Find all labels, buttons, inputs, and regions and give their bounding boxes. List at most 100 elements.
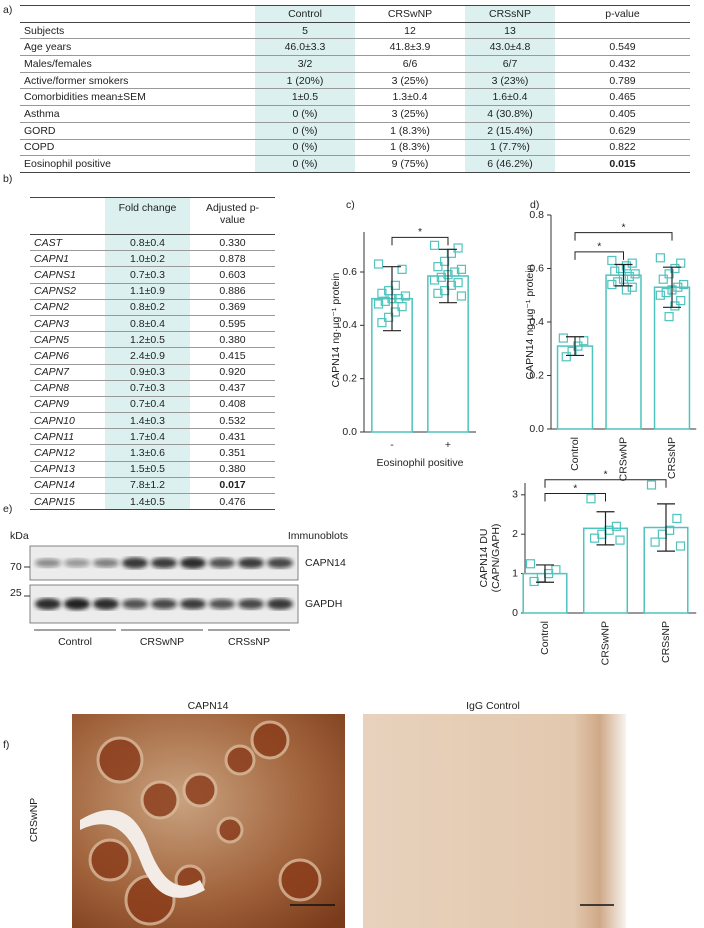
data-point xyxy=(440,256,450,266)
table-cell: 3/2 xyxy=(255,55,355,73)
data-point xyxy=(573,341,583,351)
table-row: Males/females 3/2 6/6 6/7 0.432 xyxy=(20,55,690,73)
table-cell: 3 (23%) xyxy=(465,72,555,90)
table-b: Fold change Adjusted p-value CAST 0.8±0.4 0.… xyxy=(30,197,275,511)
group-label: CRSwNP xyxy=(140,636,184,648)
table-cell: 0 (%) xyxy=(255,122,355,140)
error-bar xyxy=(596,511,615,546)
table-cell: CAPNS1 xyxy=(30,266,105,284)
error-bar xyxy=(614,263,633,287)
table-row: CAPN8 0.7±0.3 0.437 xyxy=(30,380,275,397)
table-row: CAPN7 0.9±0.3 0.920 xyxy=(30,364,275,381)
table-row: CAPN12 1.3±0.6 0.351 xyxy=(30,444,275,462)
table-cell: 7.8±1.2 xyxy=(105,477,190,495)
table-cell: CAPN1 xyxy=(30,250,105,268)
error-bar xyxy=(536,564,554,583)
blot-band xyxy=(122,598,148,610)
data-point xyxy=(377,318,387,328)
table-cell: 5 xyxy=(255,22,355,40)
table-cell: 0.476 xyxy=(190,493,275,511)
data-point xyxy=(664,269,674,279)
header-cell: CRSsNP xyxy=(465,5,555,23)
panel-label: d) xyxy=(530,199,539,211)
table-cell: 1.3±0.6 xyxy=(105,444,190,462)
table-cell: 1 (8.3%) xyxy=(355,139,465,157)
table-row: Comorbidities mean±SEM 1±0.5 1.3±0.4 1.6±0.… xyxy=(20,88,690,107)
data-point xyxy=(456,264,467,274)
table-row: Eosinophil positive 0 (%) 9 (75%) 6 (46.2%)… xyxy=(20,155,690,173)
table-cell: Age years xyxy=(20,38,255,57)
data-point xyxy=(670,301,680,311)
data-point xyxy=(400,291,411,301)
y-tick-label: 3 xyxy=(512,489,518,501)
table-cell: 41.8±3.9 xyxy=(355,38,465,57)
table-cell: 0.405 xyxy=(555,105,690,123)
data-point xyxy=(390,307,400,317)
x-tick-label: + xyxy=(445,439,451,451)
header-row: Control CRSwNP CRSsNP p-value xyxy=(20,5,690,23)
data-point xyxy=(436,272,446,282)
panel-label: a) xyxy=(3,4,12,16)
data-point xyxy=(433,288,443,298)
blot-band xyxy=(64,558,90,568)
header-cell: CRSwNP xyxy=(355,5,465,23)
x-tick-label: - xyxy=(390,439,394,451)
error-bar xyxy=(439,248,457,304)
y-axis-title: CAPN14 DU xyxy=(478,529,490,588)
data-point xyxy=(658,274,668,284)
table-cell: 9 (75%) xyxy=(355,155,465,173)
table-cell: 2 (15.4%) xyxy=(465,122,555,140)
x-tick-label: CRSwNP xyxy=(617,437,629,481)
table-cell: CAPN12 xyxy=(30,444,105,462)
table-cell: 1 (20%) xyxy=(255,72,355,90)
data-point xyxy=(670,263,680,274)
table-cell: 0.330 xyxy=(190,234,275,252)
tissue-gland xyxy=(224,744,256,776)
data-point xyxy=(579,336,589,346)
significance-label: * xyxy=(621,221,625,233)
y-tick-label: 0.8 xyxy=(529,209,544,221)
data-point xyxy=(558,333,568,343)
table-cell: 0.380 xyxy=(190,331,275,349)
data-point xyxy=(607,279,617,290)
header-cell: Control xyxy=(255,5,355,23)
blot-band xyxy=(122,557,148,569)
y-axis-title: CAPN14 ng·µg⁻¹ protein xyxy=(524,264,536,379)
table-row: CAPN1 1.0±0.2 0.878 xyxy=(30,250,275,268)
table-cell: 6 (46.2%) xyxy=(465,155,555,173)
table-a: Control CRSwNP CRSsNP p-value Subjects 5 12 13 A… xyxy=(20,5,690,173)
data-point xyxy=(456,291,467,301)
table-cell: 1 (7.7%) xyxy=(465,139,555,157)
data-point xyxy=(390,280,400,290)
tissue-gap xyxy=(80,810,205,898)
blot-band xyxy=(267,557,293,569)
blot-band xyxy=(151,598,177,610)
table-cell: 0.549 xyxy=(555,38,690,57)
table-cell: 2.4±0.9 xyxy=(105,347,190,365)
table-row: CAPN11 1.7±0.4 0.431 xyxy=(30,428,275,446)
table-cell: 0.465 xyxy=(555,88,690,107)
data-point xyxy=(630,269,640,279)
blot-band xyxy=(209,557,235,569)
x-tick-label: Control xyxy=(569,437,581,471)
table-row: Active/former smokers 1 (20%) 3 (25%) 3 (23… xyxy=(20,72,690,90)
table-cell: CAPN2 xyxy=(30,299,105,316)
blot-band xyxy=(180,557,206,569)
data-point xyxy=(384,312,394,322)
table-cell: 0.920 xyxy=(190,364,275,381)
header-cell xyxy=(20,5,255,23)
table-row: CAPN2 0.8±0.2 0.369 xyxy=(30,299,275,316)
data-point xyxy=(650,537,660,547)
significance-label: * xyxy=(573,482,577,494)
table-cell: Asthma xyxy=(20,105,255,123)
table-row: CAPN5 1.2±0.5 0.380 xyxy=(30,331,275,349)
panel-label: c) xyxy=(346,199,355,211)
bar xyxy=(653,286,691,430)
table-cell: 1.4±0.3 xyxy=(105,412,190,430)
table-cell: 1 (8.3%) xyxy=(355,122,465,140)
data-point xyxy=(373,299,384,309)
data-point xyxy=(655,290,665,300)
tissue-gland xyxy=(216,816,244,844)
table-cell: 0.629 xyxy=(555,122,690,140)
data-point xyxy=(679,279,689,290)
